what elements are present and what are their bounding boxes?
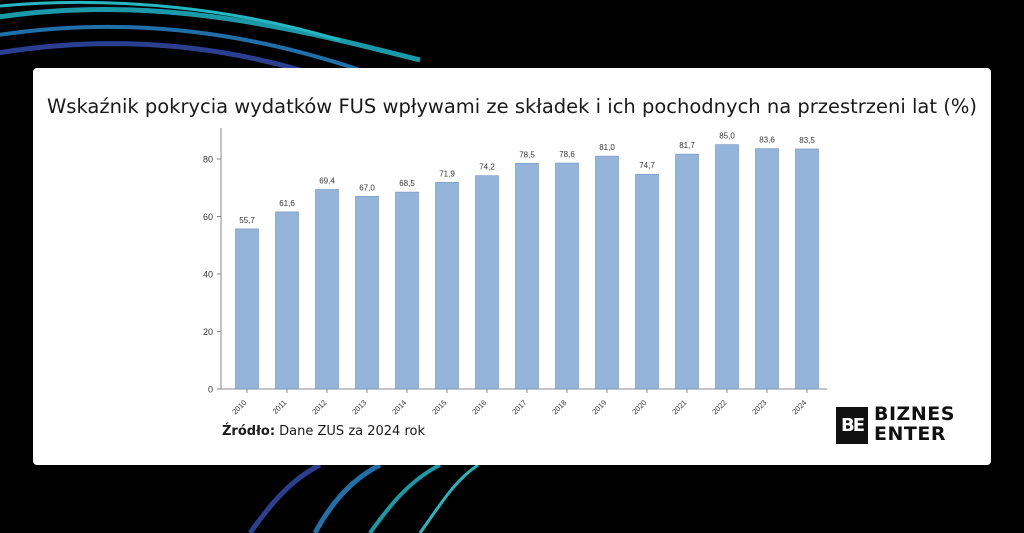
bar: [355, 196, 379, 390]
chart-card: Wskaźnik pokrycia wydatków FUS wpływami …: [33, 68, 991, 465]
bar: [555, 162, 579, 390]
x-tick-label: 2014: [390, 398, 408, 416]
data-label: 74,2: [479, 163, 495, 172]
bar: [315, 189, 339, 390]
bar: [395, 191, 419, 390]
x-tick-label: 2019: [590, 398, 608, 416]
x-tick-label: 2023: [750, 398, 768, 416]
x-tick-label: 2011: [271, 398, 289, 416]
data-label: 81,7: [679, 141, 695, 150]
data-label: 69,4: [319, 176, 335, 185]
y-tick-label: 0: [208, 385, 213, 395]
data-label: 71,9: [439, 169, 455, 178]
logo-wordmark: BIZNES ENTER: [874, 404, 994, 444]
logo-line-2: ENTER: [874, 423, 946, 445]
bar: [235, 228, 259, 390]
bar: [595, 155, 619, 390]
source-text: Dane ZUS za 2024 rok: [275, 424, 425, 439]
bar: [515, 163, 539, 390]
data-label: 78,5: [519, 150, 535, 159]
x-tick-label: 2017: [510, 398, 528, 416]
logo-line-1: BIZNES: [874, 403, 955, 425]
bar: [435, 181, 459, 390]
data-label: 67,0: [359, 183, 375, 192]
chart-title: Wskaźnik pokrycia wydatków FUS wpływami …: [47, 95, 977, 118]
bar: [275, 211, 299, 390]
y-tick-label: 80: [203, 155, 213, 165]
bar: [795, 148, 819, 390]
data-label: 55,7: [239, 216, 255, 225]
bar: [715, 144, 739, 390]
arc-decoration: [0, 41, 301, 73]
data-label: 83,5: [799, 136, 815, 145]
source-label: Źródło:: [222, 424, 276, 439]
arc-decoration: [0, 6, 421, 63]
y-tick-label: 60: [203, 212, 213, 222]
arc-decoration: [0, 0, 341, 42]
bar: [675, 153, 699, 390]
data-label: 83,6: [759, 136, 775, 145]
x-tick-label: 2013: [350, 398, 368, 416]
bar: [635, 173, 659, 390]
data-label: 74,7: [639, 161, 655, 170]
arc-decoration: [418, 463, 479, 533]
x-tick-label: 2020: [630, 398, 648, 416]
x-tick-label: 2010: [230, 398, 248, 416]
arc-decoration: [312, 462, 382, 533]
x-tick-label: 2015: [430, 398, 448, 416]
arc-decoration: [247, 462, 322, 533]
data-label: 68,5: [399, 179, 415, 188]
data-label: 61,6: [279, 199, 295, 208]
x-tick-label: 2021: [670, 398, 688, 416]
logo-mark: BE: [836, 407, 868, 444]
bar: [755, 148, 779, 390]
x-tick-label: 2016: [470, 398, 488, 416]
y-tick-label: 20: [203, 327, 213, 337]
data-label: 78,6: [559, 150, 575, 159]
bar: [475, 175, 499, 390]
x-tick-label: 2022: [710, 398, 728, 416]
arc-decoration: [0, 24, 361, 72]
arc-decoration: [368, 463, 441, 533]
y-tick-label: 40: [203, 270, 213, 280]
bar-chart: 0 20 40 60 80 55,7 2010 61,6 2011 69,4 2012 67,0 201…: [203, 128, 827, 416]
data-label: 85,0: [719, 132, 735, 141]
x-tick-label: 2018: [550, 398, 568, 416]
data-label: 81,0: [599, 143, 615, 152]
x-tick-label: 2024: [790, 398, 808, 416]
x-tick-label: 2012: [310, 398, 328, 416]
source-note: Źródło: Dane ZUS za 2024 rok: [222, 424, 425, 439]
